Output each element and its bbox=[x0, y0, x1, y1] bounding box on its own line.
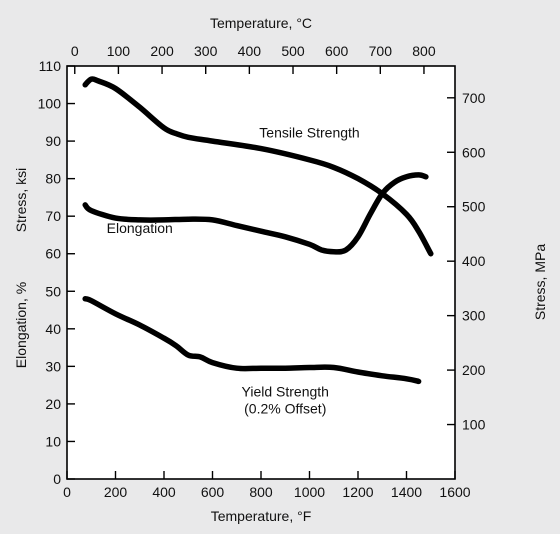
x-top-tick-label: 700 bbox=[369, 43, 393, 59]
x-top-tick-label: 200 bbox=[150, 43, 174, 59]
x-top-tick-label: 0 bbox=[71, 43, 79, 59]
x-top-tick-label: 100 bbox=[107, 43, 131, 59]
x-top-tick-label: 800 bbox=[412, 43, 436, 59]
x-bottom-tick-label: 600 bbox=[201, 484, 225, 500]
x-axis-top-title: Temperature, °C bbox=[210, 15, 312, 31]
y-left-tick-label: 40 bbox=[45, 321, 61, 337]
y-right-tick-label: 400 bbox=[462, 253, 486, 269]
x-bottom-tick-label: 1200 bbox=[342, 484, 373, 500]
annotation-label: (0.2% Offset) bbox=[244, 400, 326, 416]
y-axis-right-title: Stress, MPa bbox=[532, 244, 548, 320]
x-bottom-tick-label: 400 bbox=[152, 484, 176, 500]
x-bottom-tick-label: 1400 bbox=[391, 484, 422, 500]
x-bottom-tick-label: 200 bbox=[104, 484, 128, 500]
annotation-label: Elongation bbox=[107, 220, 173, 236]
y-left-tick-label: 80 bbox=[45, 171, 61, 187]
y-right-tick-label: 100 bbox=[462, 417, 486, 433]
y-axis-left-title-upper: Stress, ksi bbox=[13, 168, 29, 233]
y-left-tick-label: 50 bbox=[45, 283, 61, 299]
annotation-label: Yield Strength bbox=[242, 383, 329, 399]
y-left-tick-label: 100 bbox=[38, 96, 62, 112]
y-left-tick-label: 0 bbox=[53, 471, 61, 487]
y-right-tick-label: 700 bbox=[462, 90, 486, 106]
y-right-tick-label: 300 bbox=[462, 308, 486, 324]
y-left-tick-label: 60 bbox=[45, 246, 61, 262]
x-top-tick-label: 400 bbox=[238, 43, 262, 59]
series-layer bbox=[82, 76, 434, 385]
y-left-tick-label: 70 bbox=[45, 208, 61, 224]
y-left-tick-label: 30 bbox=[45, 358, 61, 374]
y-axis-left-title-lower: Elongation, % bbox=[13, 282, 29, 368]
elongation-line bbox=[82, 172, 429, 255]
plot-area bbox=[66, 65, 456, 480]
annotation-label: Tensile Strength bbox=[259, 124, 359, 140]
x-bottom-tick-label: 0 bbox=[63, 484, 71, 500]
y-left-tick-label: 20 bbox=[45, 396, 61, 412]
x-top-tick-label: 500 bbox=[281, 43, 305, 59]
x-top-tick-label: 300 bbox=[194, 43, 218, 59]
x-bottom-tick-label: 800 bbox=[249, 484, 273, 500]
x-bottom-tick-label: 1000 bbox=[294, 484, 325, 500]
tensile-strength-line bbox=[82, 76, 434, 257]
x-axis-bottom-title: Temperature, °F bbox=[211, 508, 312, 524]
y-right-tick-label: 500 bbox=[462, 199, 486, 215]
y-left-tick-label: 10 bbox=[45, 433, 61, 449]
yield-strength-line bbox=[82, 296, 422, 385]
y-left-tick-label: 90 bbox=[45, 133, 61, 149]
annotations-layer: Tensile Strength Elongation Yield Strength… bbox=[107, 124, 360, 416]
y-left-tick-label: 110 bbox=[39, 58, 62, 74]
y-right-tick-label: 600 bbox=[462, 144, 486, 160]
y-right-tick-label: 200 bbox=[462, 362, 486, 378]
x-top-tick-label: 600 bbox=[325, 43, 349, 59]
x-bottom-tick-label: 1600 bbox=[439, 484, 470, 500]
